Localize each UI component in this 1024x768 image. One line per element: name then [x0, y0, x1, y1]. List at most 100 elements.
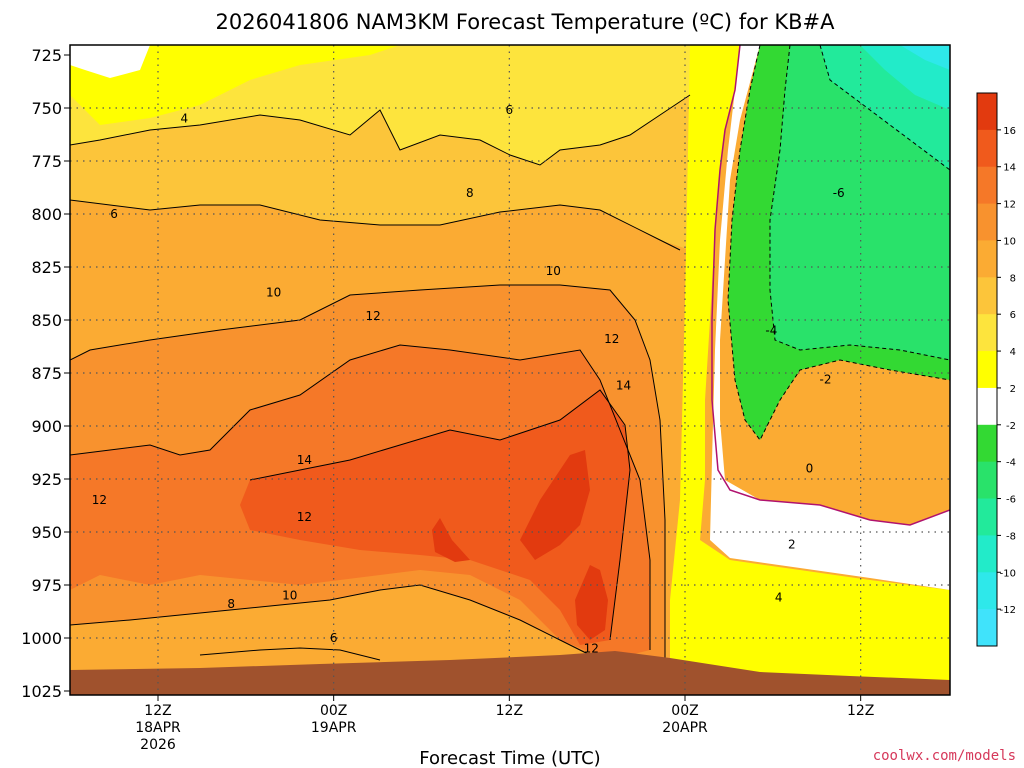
colorbar-swatch: [977, 314, 997, 352]
contour-line-4: [70, 94, 691, 166]
colorbar-swatch: [977, 424, 997, 463]
colorbar-label: 14: [1003, 163, 1016, 174]
y-tick-label: 875: [31, 364, 62, 383]
contour-label: -2: [820, 372, 832, 386]
y-tick-label: 975: [31, 576, 62, 595]
contour-label: 0: [806, 461, 814, 475]
contour-label: 14: [297, 453, 312, 467]
colorbar-swatch: [977, 572, 997, 610]
colorbar-swatch: [977, 609, 997, 647]
contour-label: 12: [92, 493, 107, 507]
region-16-plus-low: [575, 565, 608, 640]
contour-label: 12: [604, 332, 619, 346]
colorbar-swatch: [977, 461, 997, 500]
colorbar-label: 8: [1010, 273, 1016, 284]
contour-label: 4: [775, 591, 783, 605]
region-0-2-east: [710, 45, 950, 590]
contour-label: 12: [366, 309, 381, 323]
colorbar: 16 14 12 10 8 6 4 2 -2 -4 -6 -8 -10 -12: [976, 92, 1016, 647]
colorbar-label: -10: [1000, 568, 1016, 579]
contour-label: 8: [227, 597, 235, 611]
chart-title: 2026041806 NAM3KM Forecast Temperature (…: [216, 10, 836, 34]
freezing-line: [711, 45, 950, 526]
region-minus8-minus10: [860, 45, 950, 110]
colorbar-label: 10: [1003, 236, 1016, 247]
colorbar-label: -8: [1006, 531, 1016, 542]
colorbar-swatch: [977, 203, 997, 241]
contour-label: 8: [466, 186, 474, 200]
contour-label: 12: [297, 510, 312, 524]
x-tick-label: 12Z: [496, 703, 523, 719]
credit-link[interactable]: coolwx.com/models: [873, 748, 1016, 764]
colorbar-label: 2: [1010, 384, 1016, 395]
contour-label: 14: [616, 379, 631, 393]
colorbar-swatch: [977, 166, 997, 205]
colorbar-label: -4: [1006, 458, 1016, 469]
region-2-4-topleft: [70, 45, 400, 125]
colorbar-swatch: [977, 93, 997, 131]
contour-label: -4: [765, 324, 777, 338]
y-tick-label: 1000: [21, 629, 62, 648]
contour-line-minus6: [819, 45, 950, 171]
y-tick-label: 850: [31, 311, 62, 330]
region-16-plus-small: [432, 518, 470, 562]
contour-line-6: [70, 199, 681, 251]
contour-label: 2: [788, 538, 796, 552]
x-tick-label: 12Z: [847, 703, 874, 719]
colorbar-label: -12: [1000, 605, 1016, 616]
y-tick-label: 825: [31, 258, 62, 277]
colorbar-swatch: [977, 498, 997, 536]
negative-contours: [727, 45, 950, 441]
region-2-4-east: [670, 45, 950, 695]
y-tick-label: 725: [31, 46, 62, 65]
x-tick-label: 18APR: [135, 720, 181, 736]
contour-label: 6: [506, 103, 514, 117]
x-tick-label: 12Z: [144, 703, 171, 719]
y-axis: 725 750 775 800 825 850 875 900 925 950 975 1000 102…: [21, 46, 70, 701]
contour-label: 6: [330, 631, 338, 645]
colorbar-swatch: [977, 351, 997, 389]
x-tick-label: 20APR: [662, 720, 708, 736]
contour-label: 4: [181, 112, 189, 126]
colorbar-label: 4: [1010, 347, 1016, 358]
x-tick-label: 2026: [140, 737, 176, 753]
contour-label: 6: [110, 207, 118, 221]
region-16-plus-core: [520, 450, 590, 560]
x-tick-label: 00Z: [671, 703, 698, 719]
y-tick-label: 750: [31, 99, 62, 118]
contour-labels: 4 6 6 8 10 10 12 12 14 14 12 12 10 8 6 12 2 4 0 -2 -4 -6: [92, 103, 845, 655]
colorbar-label: 6: [1010, 310, 1016, 321]
colorbar-swatch: [977, 240, 997, 278]
contour-line-12: [70, 344, 651, 650]
contour-label: 10: [546, 264, 561, 278]
y-tick-label: 800: [31, 205, 62, 224]
colorbar-label: 12: [1003, 200, 1016, 211]
x-tick-label: 00Z: [320, 703, 347, 719]
contour-line-minus2: [727, 45, 950, 441]
contour-label: 10: [282, 589, 297, 603]
contour-line-10: [70, 284, 666, 660]
y-tick-label: 950: [31, 523, 62, 542]
y-tick-label: 775: [31, 152, 62, 171]
ground-terrain: [70, 651, 950, 695]
grid-lines: [70, 45, 950, 695]
plot-frame: [69, 44, 951, 696]
contour-line-14: [249, 389, 631, 641]
contour-lines: [70, 94, 691, 661]
contour-label: -6: [833, 186, 845, 200]
colorbar-swatch: [977, 387, 997, 426]
colorbar-swatch: [977, 129, 997, 168]
region-14-16: [240, 390, 630, 645]
colorbar-label: 16: [1003, 126, 1016, 137]
x-axis-label: Forecast Time (UTC): [419, 748, 600, 768]
y-tick-label: 925: [31, 470, 62, 489]
colorbar-swatch: [977, 535, 997, 573]
y-tick-label: 900: [31, 417, 62, 436]
colorbar-frame: [976, 92, 998, 647]
x-tick-label: 19APR: [311, 720, 357, 736]
y-tick-label: 1025: [21, 682, 62, 701]
colorbar-label: -2: [1006, 421, 1016, 432]
temperature-fill-layer: [70, 45, 950, 695]
